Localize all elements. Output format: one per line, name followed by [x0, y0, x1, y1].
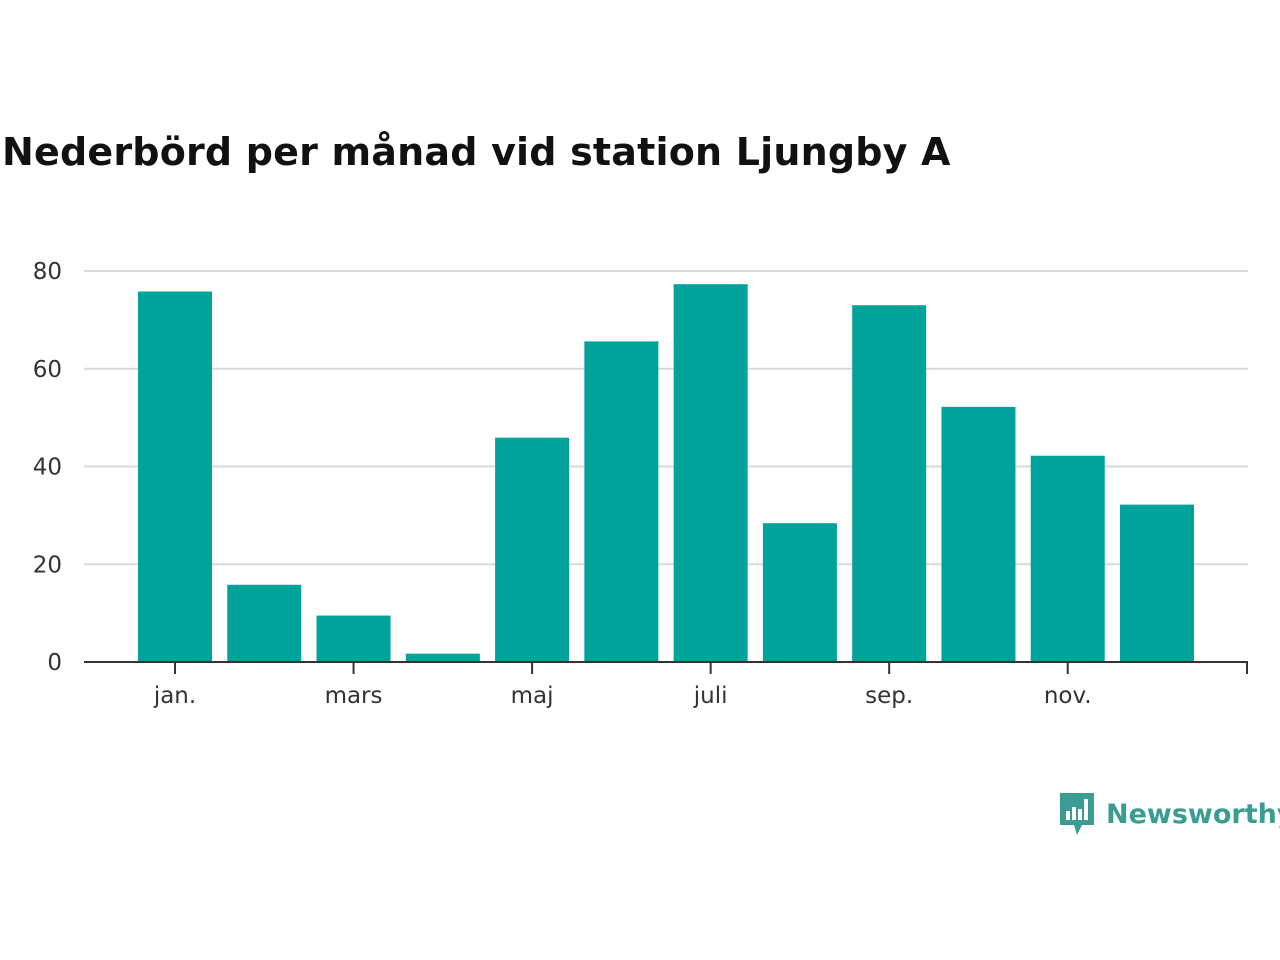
newsworthy-logo-text: Newsworthy [1106, 798, 1280, 830]
y-tick-label: 80 [33, 259, 62, 285]
bar-juli [673, 284, 748, 662]
y-tick-labels: 0 20 40 60 80 [33, 259, 62, 676]
x-tick-label: nov. [1044, 683, 1092, 709]
bar-dec [1120, 504, 1194, 662]
chart-title: Nederbörd per månad vid station Ljungby … [2, 130, 951, 174]
bars [138, 284, 1194, 662]
newsworthy-logo-icon [1060, 793, 1094, 835]
bar-feb [227, 584, 302, 662]
x-tick-label: maj [511, 683, 554, 709]
x-axis [84, 661, 1248, 674]
bar-sep [852, 305, 927, 662]
bar-maj [495, 437, 570, 662]
bar-aug [762, 523, 837, 662]
bar-jan [138, 291, 212, 662]
x-tick-label: sep. [865, 683, 913, 709]
x-tick-label: jan. [153, 683, 196, 709]
x-tick-labels: jan. mars maj juli sep. nov. [153, 683, 1092, 709]
bar-apr [405, 653, 480, 662]
bar-mars [316, 615, 391, 662]
y-tick-label: 0 [47, 650, 62, 676]
bar-juni [584, 341, 659, 662]
y-tick-label: 60 [33, 357, 62, 383]
x-tick-label: mars [325, 683, 383, 709]
newsworthy-logo: Newsworthy [1058, 790, 1280, 838]
x-tick-label: juli [693, 683, 728, 709]
bar-nov [1030, 455, 1105, 662]
bar-okt [941, 406, 1016, 662]
y-tick-label: 20 [33, 552, 62, 578]
y-tick-label: 40 [33, 455, 62, 481]
